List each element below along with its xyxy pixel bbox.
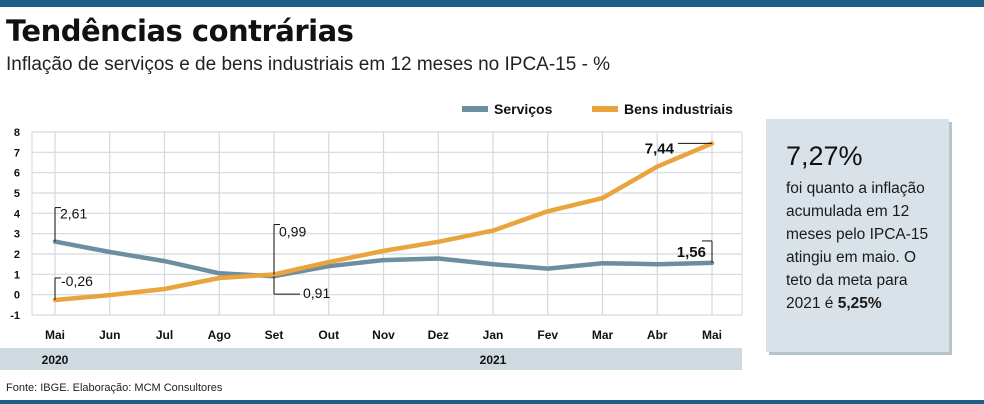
x-tick-label: Out: [318, 328, 339, 342]
data-point: [108, 250, 112, 254]
annotation-label: 1,56: [677, 244, 706, 261]
year-label: 2020: [42, 353, 69, 367]
info-text-goal: O teto da meta para 2021 é: [786, 249, 917, 312]
x-tick-label: Set: [265, 328, 284, 342]
y-tick-label: -1: [10, 310, 20, 322]
x-tick-label: Nov: [372, 328, 395, 342]
chart-subtitle: Inflação de serviços e de bens industria…: [6, 54, 611, 75]
data-point: [655, 262, 659, 266]
info-text-main: foi quanto a inflação acumulada em 12 me…: [786, 180, 929, 266]
info-box: 7,27% foi quanto a inflação acumulada em…: [766, 119, 949, 352]
x-tick-label: Jul: [156, 328, 173, 342]
data-point: [491, 229, 495, 233]
data-point: [327, 260, 331, 264]
x-tick-label: Mar: [592, 328, 614, 342]
data-point: [546, 267, 550, 271]
info-value: 7,27%: [786, 141, 863, 171]
data-point: [601, 261, 604, 265]
bottom-rule: [0, 400, 984, 404]
data-point: [163, 259, 166, 263]
info-goal-value: 5,25%: [837, 295, 882, 312]
data-point: [108, 293, 112, 297]
data-point: [217, 276, 221, 280]
line-chart: 8 7 6 5 4 3 2 1 0 -1 Mai Jun Jul Ago Set Out Nov Dez Jan Fe…: [0, 101, 743, 370]
data-point: [491, 262, 495, 266]
data-point: [272, 273, 276, 277]
x-tick-label: Fev: [537, 328, 558, 342]
data-point: [163, 287, 166, 291]
x-tick-label: Mai: [702, 328, 722, 342]
y-tick-label: 2: [14, 249, 20, 261]
data-point: [601, 196, 604, 200]
data-point: [546, 209, 550, 213]
x-tick-label: Dez: [428, 328, 449, 342]
data-point: [382, 249, 385, 253]
annotation-label: 7,44: [645, 140, 675, 157]
legend-label: Bens industriais: [624, 101, 733, 117]
x-tick-label: Ago: [208, 328, 231, 342]
x-tick-label: Jun: [99, 328, 120, 342]
top-rule: [0, 0, 984, 7]
y-tick-label: 4: [14, 208, 21, 220]
year-band: [0, 348, 742, 370]
legend-label: Serviços: [494, 101, 553, 117]
info-text: foi quanto a inflação acumulada em 12 me…: [786, 177, 946, 315]
plot-area: [31, 131, 743, 316]
source-note: Fonte: IBGE. Elaboração: MCM Consultores: [6, 382, 223, 394]
data-point: [436, 256, 440, 260]
y-tick-label: 6: [14, 168, 20, 180]
y-tick-label: 0: [14, 290, 20, 302]
data-point: [217, 271, 221, 275]
y-tick-label: 7: [14, 147, 20, 159]
y-tick-label: 5: [14, 188, 20, 200]
y-tick-label: 8: [14, 127, 20, 139]
annotation-label: 0,99: [279, 224, 306, 240]
data-point: [382, 258, 385, 262]
annotation-label: -0,26: [61, 273, 93, 289]
x-tick-label: Jan: [483, 328, 504, 342]
chart-title: Tendências contrárias: [6, 14, 354, 48]
data-point: [327, 264, 331, 268]
y-tick-label: 3: [14, 229, 20, 241]
annotation-label: 0,91: [303, 285, 330, 301]
x-tick-label: Mai: [45, 328, 65, 342]
y-tick-label: 1: [14, 269, 20, 281]
data-point: [436, 240, 440, 244]
data-point: [655, 165, 659, 169]
x-tick-label: Abr: [647, 328, 668, 342]
year-label: 2021: [480, 353, 507, 367]
annotation-label: 2,61: [60, 206, 87, 222]
